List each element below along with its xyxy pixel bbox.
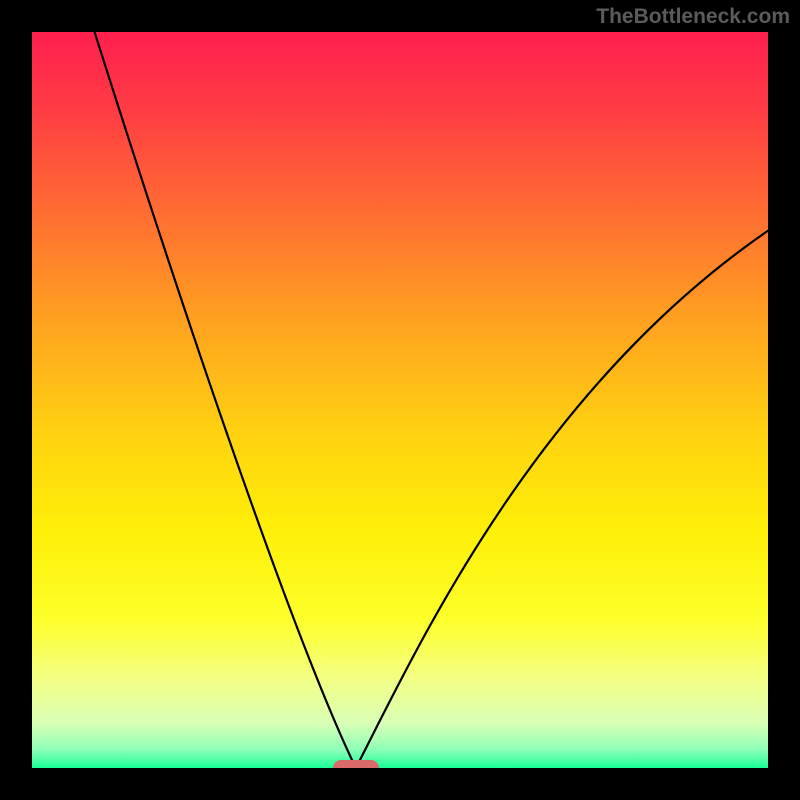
watermark-text: TheBottleneck.com	[596, 5, 790, 29]
optimum-marker	[333, 760, 379, 768]
curve-path	[95, 32, 768, 768]
plot-area	[32, 32, 768, 768]
bottleneck-curve	[32, 32, 768, 768]
